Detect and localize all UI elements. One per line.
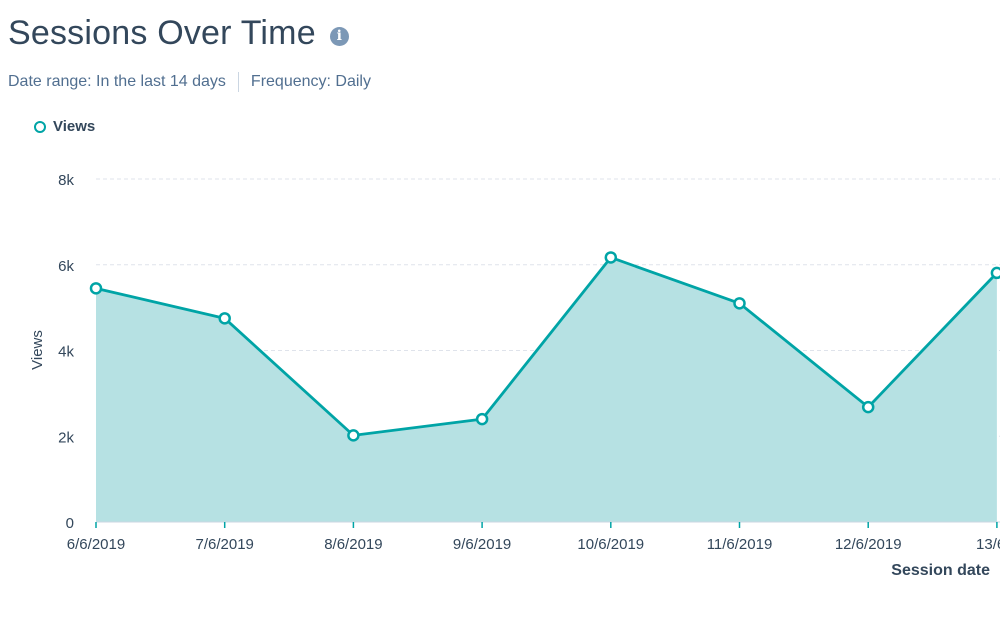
data-point — [990, 266, 1000, 280]
series-line — [95, 256, 998, 437]
data-point — [861, 400, 875, 414]
y-tick-label: 6k — [58, 258, 74, 275]
x-tick-label: 7/6/2019 — [196, 536, 254, 553]
y-axis-label: Views — [29, 330, 46, 370]
data-point — [604, 251, 618, 264]
filter-divider — [237, 72, 239, 92]
y-tick-label: 4k — [58, 344, 74, 361]
y-tick-label: 2k — [58, 429, 74, 446]
data-point — [89, 282, 103, 295]
x-tick-label: 10/6/2019 — [577, 536, 644, 553]
data-point — [347, 429, 360, 442]
date-range-label[interactable]: Date range: In the last 14 days — [8, 73, 226, 90]
chart-legend: Views — [34, 118, 95, 135]
series-area — [96, 257, 997, 522]
chart-header: Sessions Over Time i — [8, 14, 349, 53]
x-tick-label: 13/6/2 — [976, 536, 1000, 553]
y-tick-label: 8k — [58, 172, 74, 189]
y-tick-label: 0 — [66, 515, 74, 532]
x-axis-label: Session date — [891, 562, 990, 579]
x-tick-label: 9/6/2019 — [453, 536, 511, 553]
data-point — [733, 297, 746, 310]
x-tick-label: 11/6/2019 — [707, 536, 773, 553]
data-point — [475, 412, 489, 426]
legend-marker-icon — [34, 120, 46, 133]
info-icon[interactable]: i — [329, 27, 349, 46]
legend-label[interactable]: Views — [53, 118, 96, 135]
chart-filters: Date range: In the last 14 days Frequenc… — [8, 72, 371, 92]
x-tick-label: 6/6/2019 — [67, 536, 125, 553]
data-point — [218, 312, 231, 325]
frequency-label[interactable]: Frequency: Daily — [250, 73, 371, 90]
x-tick-label: 12/6/2019 — [835, 536, 902, 553]
page-title: Sessions Over Time — [8, 14, 316, 52]
x-tick-label: 8/6/2019 — [324, 536, 382, 553]
